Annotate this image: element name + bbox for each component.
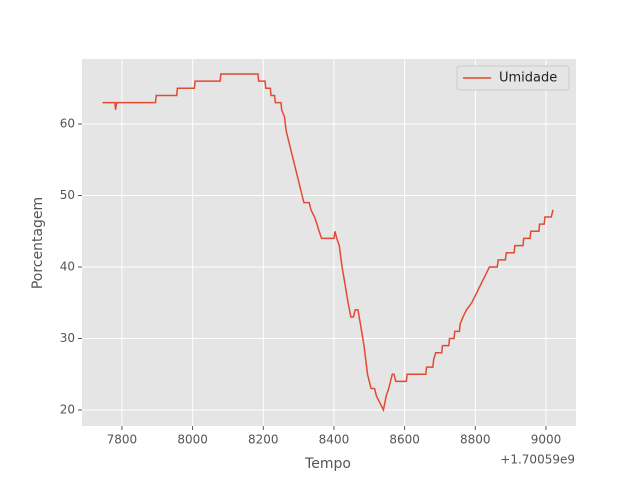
y-tick-label: 50 — [60, 188, 75, 202]
x-tick-label: 8400 — [319, 433, 350, 447]
legend-box — [456, 65, 570, 91]
y-tick-label: 40 — [60, 260, 75, 274]
x-axis-label: Tempo — [304, 456, 351, 472]
x-tick-label: 8800 — [460, 433, 491, 447]
y-tick-label: 30 — [60, 331, 75, 345]
y-tick-label: 20 — [60, 402, 75, 416]
plot-area — [82, 59, 576, 426]
x-tick-label: 8600 — [389, 433, 420, 447]
x-tick-label: 8200 — [248, 433, 279, 447]
x-tick-label: 7800 — [107, 433, 138, 447]
x-tick-label: 8000 — [177, 433, 208, 447]
y-axis-label: Porcentagem — [30, 197, 46, 289]
y-tick-label: 60 — [60, 117, 75, 131]
x-offset-label: +1.70059e9 — [500, 453, 575, 467]
x-tick-label: 9000 — [531, 433, 562, 447]
legend-label: Umidade — [499, 71, 557, 86]
data-line — [102, 73, 554, 413]
